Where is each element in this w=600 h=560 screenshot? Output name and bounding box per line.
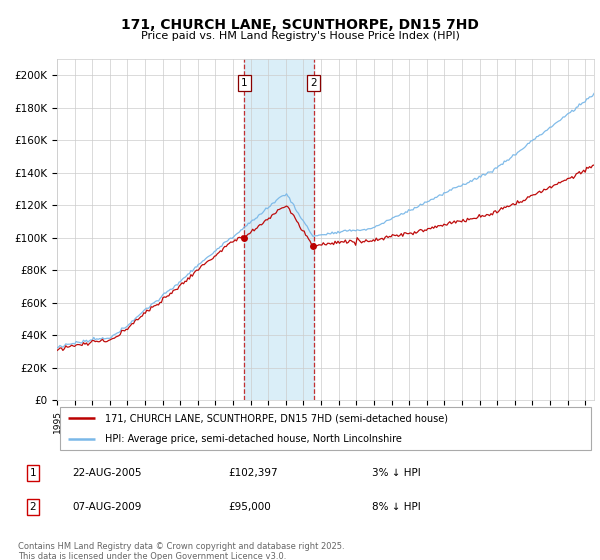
Text: Price paid vs. HM Land Registry's House Price Index (HPI): Price paid vs. HM Land Registry's House … bbox=[140, 31, 460, 41]
Text: 1: 1 bbox=[29, 468, 37, 478]
Bar bbox=[244, 59, 314, 400]
Text: 1: 1 bbox=[241, 78, 247, 88]
Text: 2: 2 bbox=[29, 502, 37, 512]
Text: 171, CHURCH LANE, SCUNTHORPE, DN15 7HD: 171, CHURCH LANE, SCUNTHORPE, DN15 7HD bbox=[121, 18, 479, 32]
Text: 22-AUG-2005: 22-AUG-2005 bbox=[72, 468, 142, 478]
Text: Contains HM Land Registry data © Crown copyright and database right 2025.
This d: Contains HM Land Registry data © Crown c… bbox=[18, 542, 344, 560]
Text: 8% ↓ HPI: 8% ↓ HPI bbox=[372, 502, 421, 512]
Text: 171, CHURCH LANE, SCUNTHORPE, DN15 7HD (semi-detached house): 171, CHURCH LANE, SCUNTHORPE, DN15 7HD (… bbox=[106, 413, 448, 423]
Text: 3% ↓ HPI: 3% ↓ HPI bbox=[372, 468, 421, 478]
Text: 2: 2 bbox=[310, 78, 317, 88]
Text: HPI: Average price, semi-detached house, North Lincolnshire: HPI: Average price, semi-detached house,… bbox=[106, 433, 402, 444]
Text: £95,000: £95,000 bbox=[228, 502, 271, 512]
Text: 07-AUG-2009: 07-AUG-2009 bbox=[72, 502, 142, 512]
Text: £102,397: £102,397 bbox=[228, 468, 278, 478]
FancyBboxPatch shape bbox=[59, 407, 592, 450]
